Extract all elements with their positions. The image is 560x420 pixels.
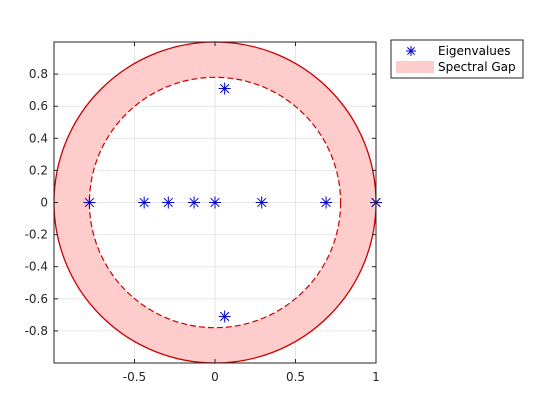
- y-tick-label: -0.4: [25, 260, 48, 274]
- marker-stroke: [189, 197, 199, 208]
- marker-stroke: [257, 197, 267, 208]
- y-tick-label: -0.6: [25, 292, 48, 306]
- marker-stroke: [321, 197, 331, 208]
- eigenvalue-point: [218, 82, 231, 95]
- legend-patch-spectral-gap: [396, 61, 434, 73]
- spectral-gap-inner-boundary: [88, 76, 342, 329]
- eigenvalue-point: [255, 196, 268, 209]
- eigenvalue-point: [218, 310, 231, 323]
- marker-stroke: [407, 47, 415, 55]
- eigenvalue-point: [83, 196, 96, 209]
- eigenvalue-point: [138, 196, 151, 209]
- x-tick-label: -0.5: [123, 370, 146, 384]
- legend-marker-eigenvalues: [406, 46, 416, 56]
- marker-stroke: [139, 197, 149, 208]
- eigenvalue-point: [188, 196, 201, 209]
- legend-label-spectral-gap: Spectral Gap: [438, 60, 516, 74]
- y-tick-label: -0.8: [25, 324, 48, 338]
- marker-stroke: [84, 197, 95, 208]
- y-tick-label: 0: [40, 196, 48, 210]
- eigenvalue-point: [209, 196, 221, 209]
- axes-layer: -0.5 0 0.5 1 -0.8 -0.6 -0.4 -0.2 0 0.2 0.4 0.6 0.8: [25, 41, 380, 384]
- y-tick-label: 0.8: [29, 67, 48, 81]
- eigenvalue-point: [162, 196, 175, 209]
- eigenvalue-point: [320, 196, 333, 209]
- legend-label-eigenvalues: Eigenvalues: [438, 44, 511, 58]
- y-tick-label: 0.2: [29, 163, 48, 177]
- x-tick-label: 1: [372, 370, 380, 384]
- y-tick-label: 0.6: [29, 99, 48, 113]
- y-tick-label: 0.4: [29, 131, 48, 145]
- marker-stroke: [163, 197, 173, 208]
- marker-stroke: [219, 83, 230, 94]
- legend: Eigenvalues Spectral Gap: [390, 39, 524, 79]
- x-tick-label: 0: [211, 370, 219, 384]
- y-tick-label: -0.2: [25, 228, 48, 242]
- marker-stroke: [210, 197, 220, 208]
- x-tick-label: 0.5: [286, 370, 305, 384]
- marker-stroke: [219, 311, 230, 322]
